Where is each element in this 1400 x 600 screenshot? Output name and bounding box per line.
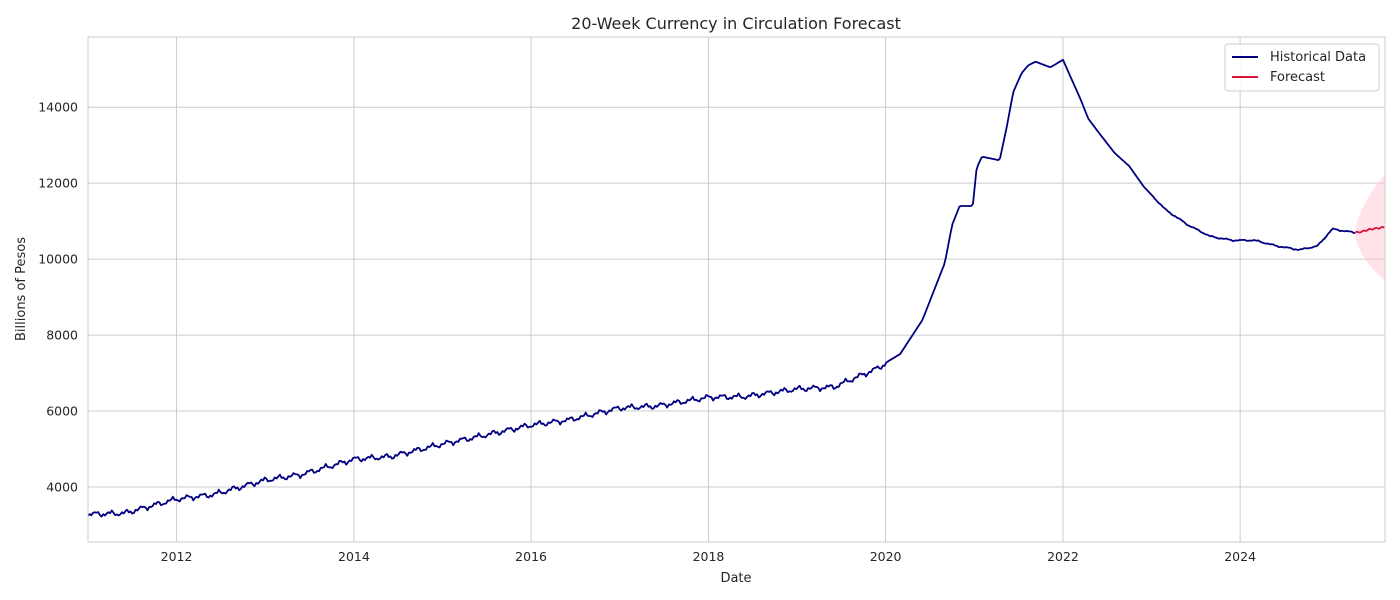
x-tick-label: 2014 [338, 549, 370, 564]
legend-label-forecast: Forecast [1270, 70, 1325, 85]
series-line-forecast [1355, 226, 1385, 234]
legend: Historical Data Forecast [1224, 43, 1380, 92]
legend-label-historical: Historical Data [1270, 50, 1366, 65]
series-layer [87, 58, 1385, 518]
y-tick-label: 8000 [46, 328, 78, 343]
y-tick-labels: 4000 6000 8000 10000 12000 14000 [38, 100, 78, 495]
x-tick-labels: 2012 2014 2016 2018 2020 2022 2024 [161, 549, 1256, 564]
legend-box [1224, 43, 1380, 92]
y-tick-label: 10000 [38, 252, 78, 267]
x-tick-label: 2024 [1224, 549, 1256, 564]
chart-title: 20-Week Currency in Circulation Forecast [571, 14, 901, 33]
x-tick-label: 2022 [1047, 549, 1079, 564]
grid [88, 37, 1385, 542]
x-tick-label: 2016 [515, 549, 547, 564]
x-axis-label: Date [720, 571, 751, 586]
y-tick-label: 4000 [46, 479, 78, 494]
y-tick-label: 14000 [38, 100, 78, 115]
y-tick-label: 12000 [38, 176, 78, 191]
plot-frame [87, 36, 1386, 543]
y-tick-label: 6000 [46, 404, 78, 419]
x-tick-label: 2018 [693, 549, 725, 564]
forecast-band-layer [1355, 173, 1385, 282]
series-line-historical-data [87, 58, 1356, 518]
x-tick-label: 2012 [161, 549, 193, 564]
x-tick-label: 2020 [870, 549, 902, 564]
forecast-confidence-band [1355, 173, 1385, 282]
y-axis-label: Billions of Pesos [14, 237, 29, 341]
